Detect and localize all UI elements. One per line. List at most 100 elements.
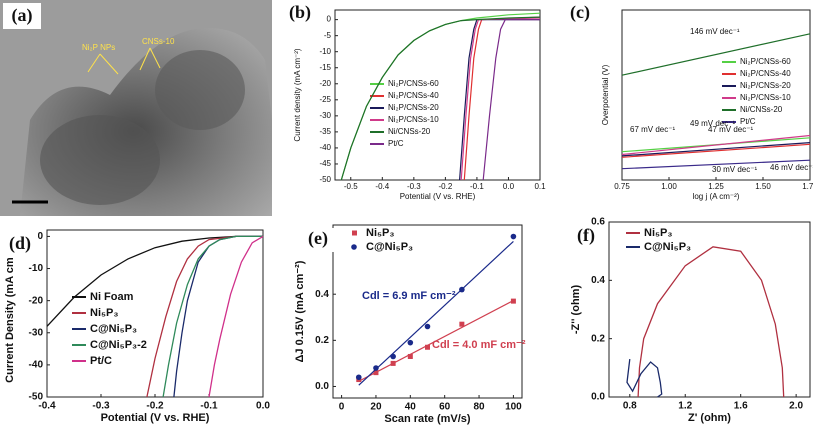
annotation: 146 mV dec⁻¹ — [690, 27, 740, 36]
point — [373, 370, 379, 376]
panel-label: (b) — [289, 2, 311, 23]
y-axis-label: Current Density (mA cm⁻²) — [4, 244, 16, 383]
y-axis-label: Overpotential (V) — [601, 64, 610, 125]
legend-label: Ni₂P/CNSs-10 — [388, 115, 439, 124]
legend-label: Ni₂P/CNSs-20 — [740, 81, 791, 90]
legend-label: C@Ni₅P₃ — [90, 323, 137, 335]
legend-label: C@Ni₅P₃ — [644, 241, 691, 253]
fit-line — [358, 240, 514, 386]
y-tick-label: -30 — [29, 327, 44, 338]
point — [390, 360, 396, 366]
panel-label-box — [3, 3, 41, 29]
annotation: 67 mV dec⁻¹ — [630, 125, 675, 134]
series-line — [621, 134, 811, 156]
series-line — [621, 159, 811, 170]
series-line — [146, 235, 263, 398]
legend-label: Pt/C — [90, 355, 112, 367]
y-tick-label: -50 — [319, 175, 331, 184]
series-line — [621, 142, 811, 157]
legend-label: Ni₂P/CNSs-40 — [388, 91, 439, 100]
y-tick-label: -45 — [319, 159, 331, 168]
annotation: 47 mV dec⁻¹ — [708, 125, 753, 134]
x-tick-label: 1.00 — [661, 182, 677, 191]
pointer — [139, 47, 151, 71]
y-tick-label: -40 — [29, 360, 44, 371]
annotation: 30 mV dec⁻¹ — [712, 165, 757, 174]
annotation: 46 mV dec⁻¹ — [770, 163, 813, 172]
point — [407, 353, 413, 359]
legend-label: Ni/CNSs-20 — [388, 127, 431, 136]
y-tick-label: 0.2 — [315, 335, 329, 346]
x-tick-label: 100 — [505, 402, 522, 413]
pointer — [149, 47, 161, 69]
point — [373, 365, 379, 371]
x-tick-label: 1.6 — [734, 401, 748, 412]
x-tick-label: -0.2 — [146, 401, 164, 412]
x-tick-label: -0.2 — [438, 182, 452, 191]
series-line — [482, 19, 540, 181]
y-tick-label: -10 — [29, 263, 44, 274]
x-axis-label: Scan rate (mV/s) — [384, 413, 471, 425]
plot-frame — [332, 224, 523, 399]
panel-label: (c) — [570, 2, 590, 23]
y-tick-label: 0.0 — [591, 392, 605, 403]
x-tick-label: 1.75 — [802, 182, 813, 191]
annotation: Cdl = 6.9 mF cm⁻² — [362, 290, 456, 302]
y-tick-label: -10 — [319, 47, 331, 56]
legend-label: Ni₂P/CNSs-60 — [740, 57, 791, 66]
annotation: 49 mV dec⁻¹ — [690, 119, 735, 128]
y-axis-label: ΔJ 0.15V (mA cm⁻²) — [294, 260, 306, 362]
legend-label: C@Ni₅P₃ — [366, 241, 413, 253]
x-tick-label: -0.3 — [92, 401, 110, 412]
y-tick-label: -15 — [319, 63, 331, 72]
pointer — [99, 53, 119, 75]
y-tick-label: -25 — [319, 95, 331, 104]
x-tick-label: 0 — [339, 402, 345, 413]
y-tick-label: 0.4 — [315, 289, 329, 300]
y-tick-label: -35 — [319, 127, 331, 136]
x-axis-label: Z' (ohm) — [688, 412, 731, 424]
legend-label: Ni₂P/CNSs-10 — [740, 93, 791, 102]
point — [459, 286, 465, 293]
chart: 0.75 1.00 1.25 1.50 1.75 log j (A cm⁻²) Overpo… — [562, 2, 813, 201]
legend-label: Ni₂P/CNSs-60 — [388, 79, 439, 88]
series-line — [460, 17, 541, 181]
x-tick-label: 20 — [370, 402, 382, 413]
x-tick-label: -0.4 — [375, 182, 389, 191]
annotation: Cdl = 4.0 mF cm⁻² — [432, 339, 526, 351]
panel-label-box — [562, 2, 598, 26]
panel-label: (e) — [308, 228, 328, 249]
legend-label: Ni₅P₃ — [644, 227, 672, 239]
legend-label: Ni/CNSs-20 — [740, 105, 783, 114]
plot-frame — [334, 9, 541, 181]
x-tick-label: -0.1 — [470, 182, 484, 191]
y-tick-label: -20 — [29, 295, 44, 306]
series-line — [637, 246, 785, 398]
panel-label: (d) — [9, 233, 31, 254]
y-tick-label: -20 — [319, 79, 331, 88]
point — [424, 323, 431, 330]
panel-label-box — [568, 225, 604, 249]
x-tick-label: 0.1 — [534, 182, 546, 191]
series-line — [621, 33, 811, 76]
x-axis-label: Potential (V vs. RHE) — [400, 192, 476, 201]
y-axis-label: -Z'' (ohm) — [570, 285, 582, 335]
x-tick-label: 0.75 — [614, 182, 630, 191]
legend-label: Ni₅P₃ — [90, 307, 118, 319]
series-line — [621, 143, 811, 158]
y-axis-label: Current density (mA cm⁻²) — [293, 48, 302, 141]
point — [510, 298, 516, 304]
point — [510, 233, 517, 240]
series-line — [626, 359, 663, 398]
series-line — [340, 16, 541, 181]
series-line — [162, 235, 263, 398]
x-tick-label: 40 — [405, 402, 417, 413]
y-tick-label: 0.2 — [591, 333, 605, 344]
point — [425, 344, 430, 350]
y-tick-label: 0.0 — [315, 381, 329, 392]
x-tick-label: -0.1 — [200, 401, 218, 412]
chart: 0.8 1.2 1.6 2.0 0.0 0.2 0.4 0.6 Z' (ohm) -Z'' (oh… — [568, 217, 811, 424]
legend-label: Ni₅P₃ — [366, 227, 394, 239]
legend-label: Pt/C — [388, 139, 404, 148]
